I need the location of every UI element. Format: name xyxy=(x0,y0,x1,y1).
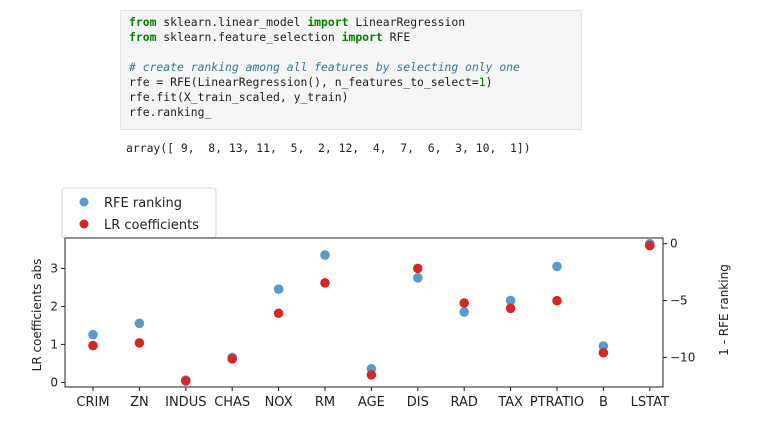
y-tick-label: 0 xyxy=(50,375,58,389)
code-cell[interactable]: from sklearn.linear_model import LinearR… xyxy=(120,10,582,130)
x-tick-label: CRIM xyxy=(76,395,109,410)
import-name: LinearRegression xyxy=(348,15,466,29)
import-name: RFE xyxy=(382,30,411,44)
point-lr-coefficients xyxy=(134,338,145,348)
y2-tick-label: −5 xyxy=(670,294,688,308)
x-tick-label: ZN xyxy=(130,395,149,410)
cell-output: array([ 9, 8, 13, 11, 5, 2, 12, 4, 7, 6,… xyxy=(126,141,531,155)
point-lr-coefficients xyxy=(273,308,284,319)
legend-label-lr-coefficients: LR coefficients xyxy=(104,218,199,233)
point-rfe-ranking xyxy=(413,273,423,283)
x-tick-label: DIS xyxy=(407,395,429,410)
code-line-2: from sklearn.feature_selection import RF… xyxy=(129,30,581,45)
x-tick-label: INDUS xyxy=(165,395,206,410)
code-line-4: rfe = RFE(LinearRegression(), n_features… xyxy=(129,75,581,90)
point-lr-coefficients xyxy=(181,376,191,386)
code-line-5: rfe.fit(X_train_scaled, y_train) xyxy=(129,90,349,104)
x-tick-label: NOX xyxy=(265,395,293,410)
point-rfe-ranking xyxy=(88,329,98,340)
legend: RFE ranking LR coefficients xyxy=(61,187,217,239)
x-tick-label: LSTAT xyxy=(631,395,669,410)
code-line-1: from sklearn.linear_model import LinearR… xyxy=(129,15,581,30)
x-tick-label: RAD xyxy=(450,395,477,410)
point-lr-coefficients xyxy=(413,263,423,274)
point-rfe-ranking xyxy=(505,295,516,306)
point-rfe-ranking xyxy=(598,341,609,351)
point-rfe-ranking xyxy=(459,307,470,317)
axes: CRIM ZN INDUS CHAS NOX RM AGE DIS RAD TAX PTRATIO B… xyxy=(50,237,695,410)
legend-marker-lr-coefficients xyxy=(79,219,89,229)
keyword-from: from xyxy=(129,30,157,44)
y2-tick-label: 0 xyxy=(670,237,678,251)
point-lr-coefficients xyxy=(459,298,470,308)
point-lr-coefficients xyxy=(366,370,377,380)
y-tick-label: 3 xyxy=(50,261,58,275)
code-number: 1 xyxy=(478,75,486,89)
legend-label-rfe-ranking: RFE ranking xyxy=(104,196,182,211)
point-lr-coefficients xyxy=(505,303,516,314)
y-tick-label: 2 xyxy=(50,299,58,313)
point-rfe-ranking xyxy=(320,250,330,260)
module-name: sklearn.feature_selection xyxy=(156,30,342,44)
module-name: sklearn.linear_model xyxy=(156,15,308,29)
keyword-from: from xyxy=(129,15,157,29)
point-lr-coefficients xyxy=(320,278,330,288)
plot-frame xyxy=(64,237,664,388)
point-rfe-ranking xyxy=(134,318,145,329)
y2-axis-label: 1 - RFE ranking xyxy=(717,264,731,356)
legend-marker-rfe-ranking xyxy=(79,197,89,207)
y-axis-label: LR coefficients abs xyxy=(30,259,44,372)
point-rfe-ranking xyxy=(273,284,284,294)
point-lr-coefficients xyxy=(598,347,609,358)
code-line-6: rfe.ranking_ xyxy=(129,105,212,119)
y2-tick-label: −10 xyxy=(670,350,695,364)
point-lr-coefficients xyxy=(552,295,562,306)
point-rfe-ranking xyxy=(552,261,562,272)
point-lr-coefficients xyxy=(88,340,98,351)
keyword-import: import xyxy=(341,30,383,44)
x-tick-label: RM xyxy=(315,395,335,410)
x-tick-label: TAX xyxy=(497,395,523,410)
y-tick-label: 1 xyxy=(50,337,58,351)
keyword-import: import xyxy=(307,15,349,29)
point-lr-coefficients xyxy=(227,354,237,364)
x-tick-label: CHAS xyxy=(214,395,250,410)
x-tick-label: PTRATIO xyxy=(530,395,584,410)
x-tick-label: B xyxy=(599,395,608,410)
code-text: ) xyxy=(485,75,493,89)
point-lr-coefficients xyxy=(645,240,655,251)
x-tick-label: AGE xyxy=(358,395,385,410)
code-text: rfe = RFE(LinearRegression(), n_features… xyxy=(129,75,479,89)
data-points xyxy=(88,238,655,386)
code-comment: # create ranking among all features by s… xyxy=(129,60,520,74)
